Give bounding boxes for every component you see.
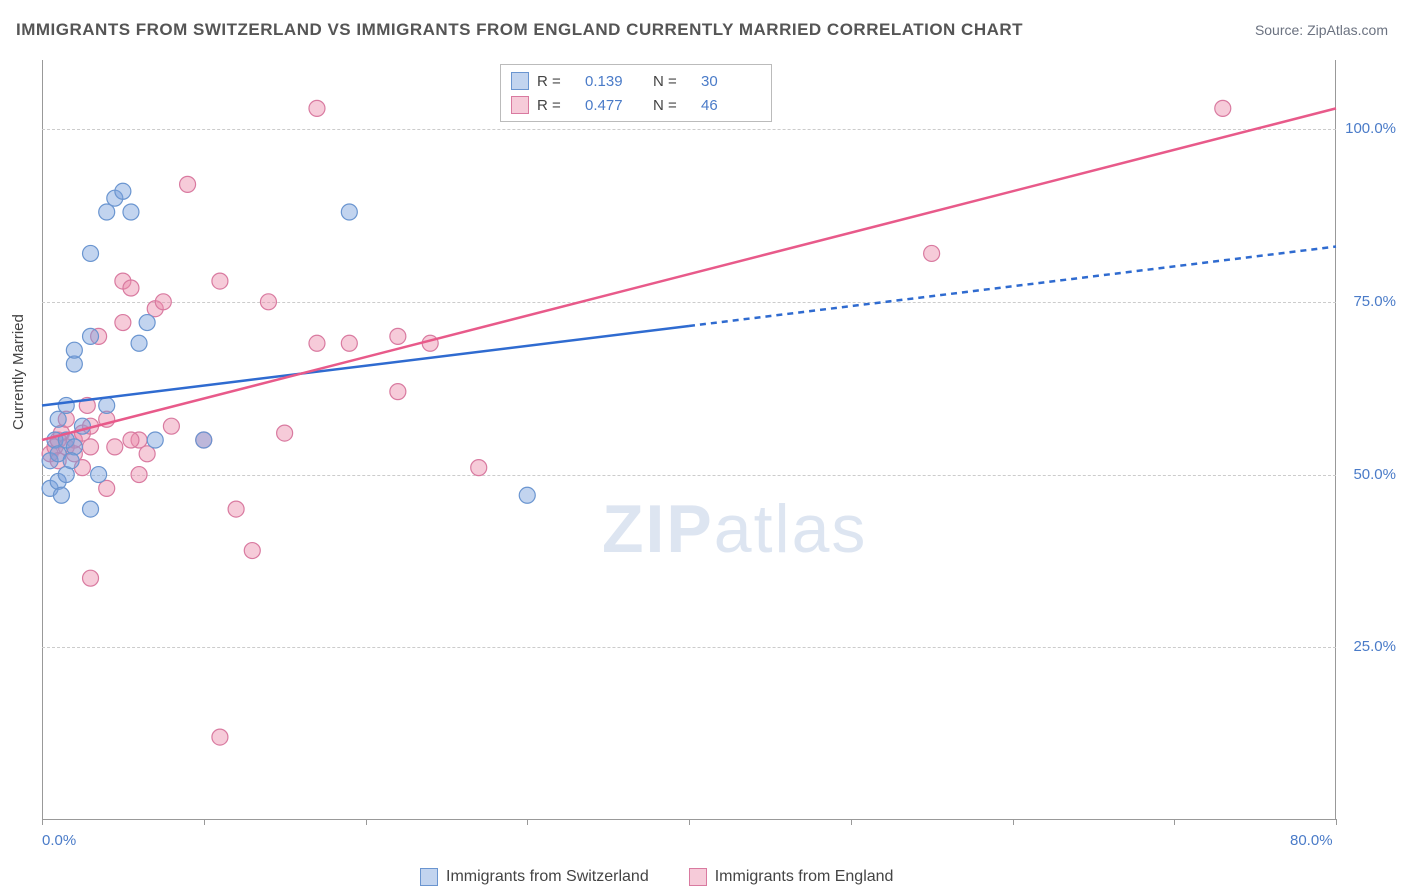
data-point [924, 245, 940, 261]
data-point [212, 729, 228, 745]
r-label: R = [537, 97, 577, 114]
legend-row-england: R = 0.477 N = 46 [511, 93, 761, 117]
swatch-icon [511, 96, 529, 114]
data-point [91, 467, 107, 483]
data-point [155, 294, 171, 310]
r-value: 0.477 [585, 97, 645, 114]
data-point [260, 294, 276, 310]
x-tick-label: 0.0% [42, 832, 76, 849]
data-point [180, 176, 196, 192]
y-tick-label: 25.0% [1353, 638, 1396, 655]
swatch-icon [511, 72, 529, 90]
data-point [123, 280, 139, 296]
data-point [107, 439, 123, 455]
data-point [83, 328, 99, 344]
x-tick [42, 819, 43, 825]
data-point [63, 453, 79, 469]
x-tick [1336, 819, 1337, 825]
chart-title: IMMIGRANTS FROM SWITZERLAND VS IMMIGRANT… [16, 20, 1023, 40]
x-tick [1174, 819, 1175, 825]
y-tick-label: 50.0% [1353, 466, 1396, 483]
data-point [212, 273, 228, 289]
swatch-icon [689, 868, 707, 886]
x-tick [851, 819, 852, 825]
x-tick [1013, 819, 1014, 825]
plot-area: 25.0%50.0%75.0%100.0% 0.0%80.0% ZIPatlas [42, 60, 1336, 820]
data-point [244, 543, 260, 559]
data-point [390, 328, 406, 344]
legend-label: Immigrants from Switzerland [446, 868, 649, 886]
data-point [83, 501, 99, 517]
x-tick [527, 819, 528, 825]
data-point [53, 487, 69, 503]
data-point [123, 432, 139, 448]
x-tick-label: 80.0% [1290, 832, 1333, 849]
y-tick-label: 100.0% [1345, 120, 1396, 137]
data-point [115, 315, 131, 331]
data-point [341, 204, 357, 220]
legend-item-switzerland: Immigrants from Switzerland [420, 868, 649, 886]
source-label: Source: ZipAtlas.com [1255, 22, 1388, 38]
data-point [83, 245, 99, 261]
data-point [83, 439, 99, 455]
legend-item-england: Immigrants from England [689, 868, 894, 886]
series-legend: Immigrants from Switzerland Immigrants f… [420, 868, 893, 886]
data-point [196, 432, 212, 448]
correlation-legend: R = 0.139 N = 30 R = 0.477 N = 46 [500, 64, 772, 122]
data-point [147, 432, 163, 448]
data-point [390, 384, 406, 400]
legend-label: Immigrants from England [715, 868, 894, 886]
data-point [228, 501, 244, 517]
data-point [309, 100, 325, 116]
data-point [131, 335, 147, 351]
y-axis-label: Currently Married [10, 314, 27, 430]
legend-row-switzerland: R = 0.139 N = 30 [511, 69, 761, 93]
data-point [99, 397, 115, 413]
data-point [341, 335, 357, 351]
x-tick [204, 819, 205, 825]
swatch-icon [420, 868, 438, 886]
data-point [422, 335, 438, 351]
n-value: 30 [701, 73, 761, 90]
data-point [131, 467, 147, 483]
scatter-chart [42, 60, 1336, 819]
n-value: 46 [701, 97, 761, 114]
r-value: 0.139 [585, 73, 645, 90]
data-point [139, 315, 155, 331]
trend-line [689, 247, 1336, 326]
data-point [309, 335, 325, 351]
trend-line [42, 108, 1336, 440]
data-point [66, 342, 82, 358]
data-point [163, 418, 179, 434]
y-tick-label: 75.0% [1353, 293, 1396, 310]
data-point [83, 570, 99, 586]
data-point [115, 183, 131, 199]
data-point [58, 397, 74, 413]
r-label: R = [537, 73, 577, 90]
data-point [471, 460, 487, 476]
n-label: N = [653, 73, 693, 90]
x-tick [689, 819, 690, 825]
data-point [277, 425, 293, 441]
data-point [123, 204, 139, 220]
x-tick [366, 819, 367, 825]
n-label: N = [653, 97, 693, 114]
data-point [519, 487, 535, 503]
data-point [1215, 100, 1231, 116]
